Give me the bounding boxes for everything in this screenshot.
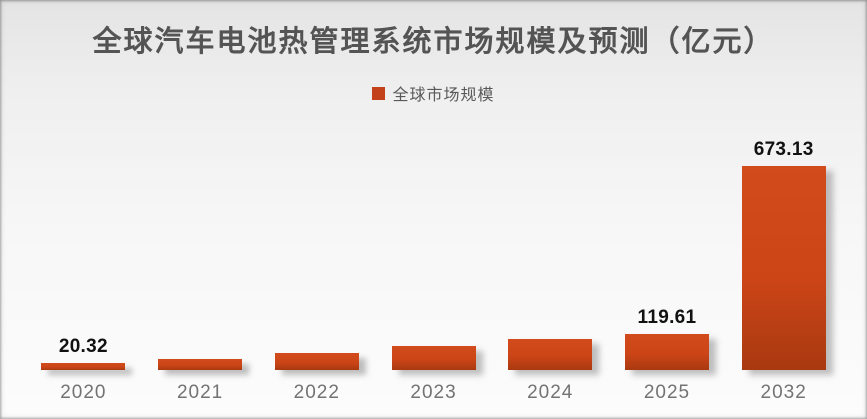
bar-2032[interactable] xyxy=(741,166,826,370)
x-tick-2024: 2024 xyxy=(527,382,574,403)
bar-group-2024 xyxy=(492,339,609,370)
x-tick-2022: 2022 xyxy=(293,382,340,403)
bar-group-2021 xyxy=(142,359,259,370)
bar-2021[interactable] xyxy=(158,359,243,370)
x-tick-2025: 2025 xyxy=(643,382,691,403)
legend-label: 全球市场规模 xyxy=(392,87,495,104)
x-tick-2023: 2023 xyxy=(410,382,457,403)
x-axis: 2020 2021 2022 2023 2024 2025 2032 xyxy=(25,382,842,406)
bar-2025[interactable] xyxy=(624,334,709,370)
bar-2023[interactable] xyxy=(391,346,476,370)
x-tick-2032: 2032 xyxy=(760,382,807,403)
bar-2020[interactable] xyxy=(41,363,126,370)
plot-area: 20.32 119.61 673.13 xyxy=(25,125,842,370)
bar-group-2023 xyxy=(375,346,492,370)
bar-group-2020: 20.32 xyxy=(25,336,142,370)
bar-group-2025: 119.61 xyxy=(609,307,726,370)
x-tick-2020: 2020 xyxy=(60,382,107,403)
bar-2022[interactable] xyxy=(274,353,359,370)
bar-2024[interactable] xyxy=(508,339,593,370)
data-label-2032: 673.13 xyxy=(753,139,814,160)
chart-title: 全球汽车电池热管理系统市场规模及预测（亿元） xyxy=(92,24,775,58)
legend-swatch-icon xyxy=(372,86,386,100)
data-label-2020: 20.32 xyxy=(58,336,108,357)
bar-group-2022 xyxy=(258,353,375,370)
bar-group-2032: 673.13 xyxy=(725,139,842,370)
data-label-2025: 119.61 xyxy=(637,307,697,328)
legend[interactable]: 全球市场规模 xyxy=(0,81,867,105)
x-tick-2021: 2021 xyxy=(176,382,224,403)
